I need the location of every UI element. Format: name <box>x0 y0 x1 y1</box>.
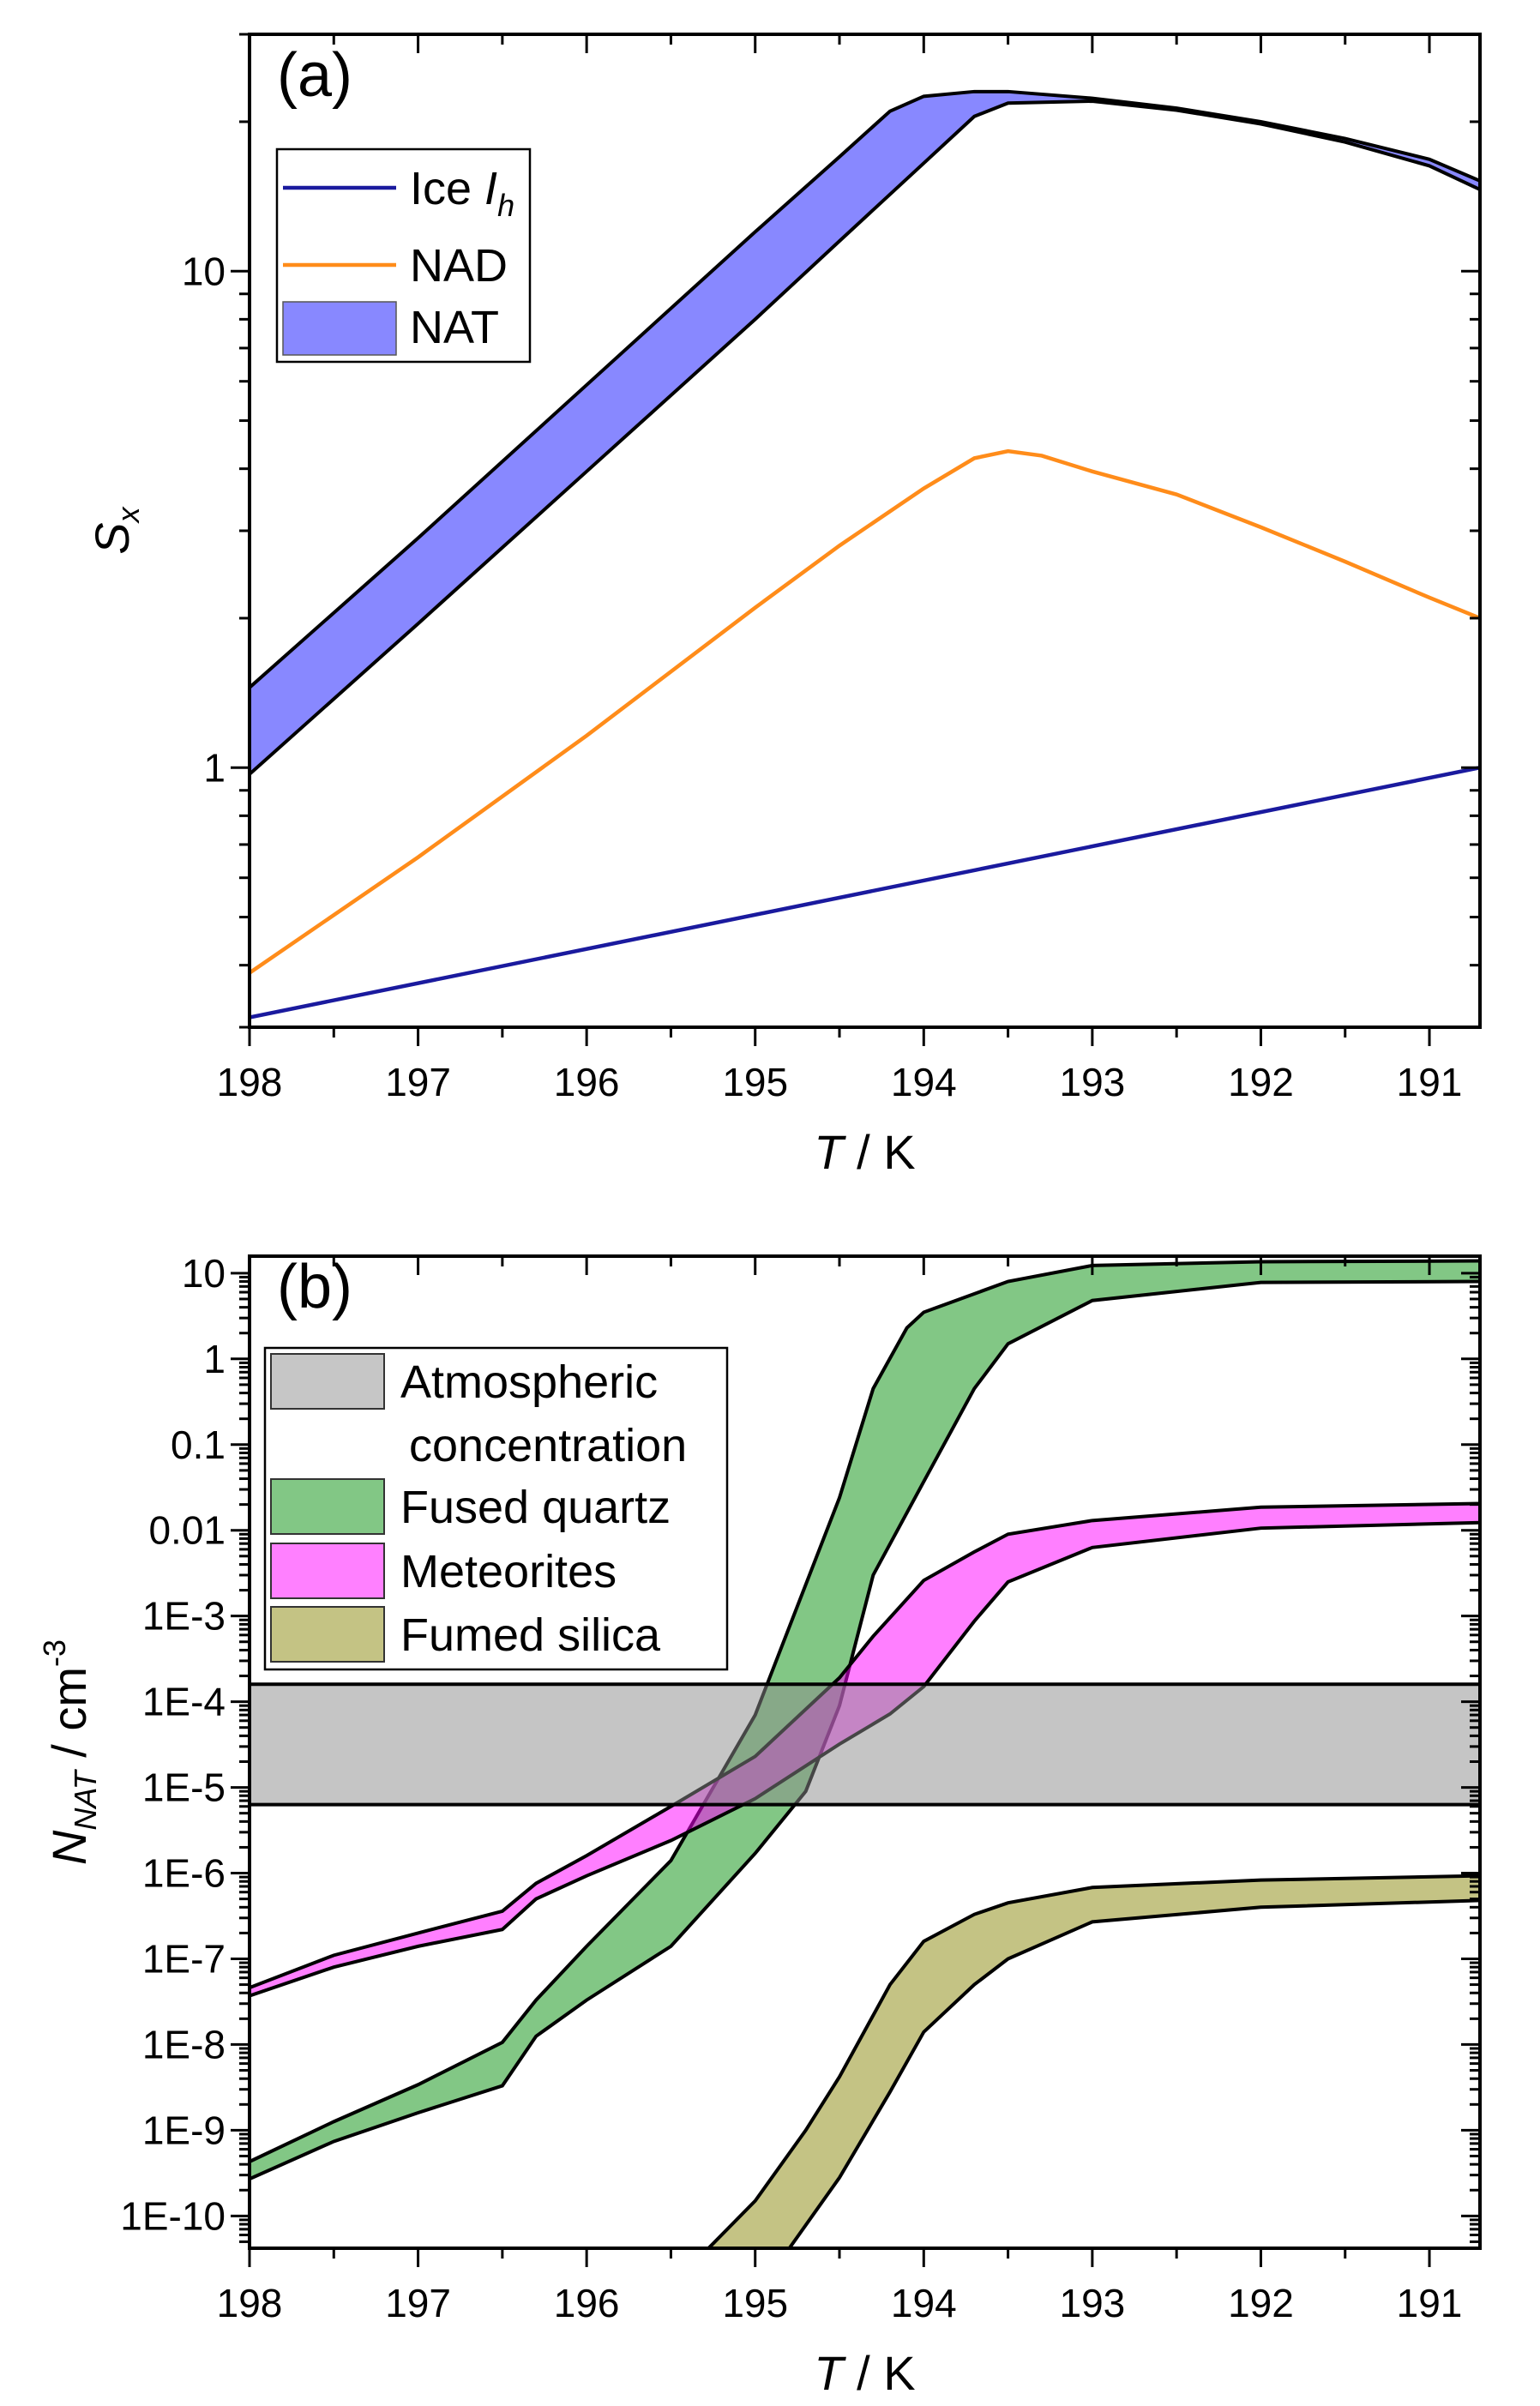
panel-b: 198 197 196 195 194 193 192 191 10 1 0.1 0.01 1E-3 1E… <box>37 1251 1482 2400</box>
y-tick-label: 1E-10 <box>120 2193 226 2238</box>
y-axis-title-subscript: x <box>111 505 146 524</box>
y-axis-title-symbol: N <box>42 1830 96 1865</box>
fumed-silica-band <box>708 1875 1480 2248</box>
x-tick-label: 198 <box>217 2281 283 2325</box>
legend: Ice Ih NAD NAT <box>275 147 532 364</box>
legend-label-atmospheric: Atmospheric <box>400 1356 658 1408</box>
y-tick-label: 10 <box>182 1251 226 1296</box>
y-axis-title: NNAT / cm-3 <box>37 1639 103 1865</box>
x-axis-title: T / K <box>814 1125 915 1179</box>
y-tick-label: 1E-7 <box>142 1936 226 1981</box>
fumed-silica-lower-line <box>787 1898 1480 2248</box>
y-tick-label: 1E-8 <box>142 2022 226 2066</box>
x-axis-title-unit: / K <box>844 2346 916 2400</box>
x-tick-label: 195 <box>722 2281 788 2325</box>
y-axis-title-subscript: NAT <box>68 1768 103 1830</box>
legend-swatch-meteorites <box>270 1543 385 1599</box>
fused-quartz-band <box>250 1260 1480 2180</box>
y-tick-label: 1 <box>203 1337 226 1381</box>
panel-label: (b) <box>277 1253 352 1321</box>
nat-upper-line <box>250 89 1480 689</box>
y-axis-title: Sx <box>85 505 146 554</box>
legend-label-meteorites: Meteorites <box>400 1546 617 1597</box>
nat-lower-line <box>250 99 1480 776</box>
x-axis-title-unit: / K <box>844 1125 916 1179</box>
legend-swatch-nat <box>282 301 397 356</box>
legend: Atmospheric Fused quartz Meteorites Fumed s… <box>263 1346 729 1671</box>
legend-label-fumed-silica: Fumed silica <box>400 1609 661 1661</box>
x-tick-label: 197 <box>385 2281 451 2325</box>
plot-area <box>250 89 1480 1020</box>
y-tick-label: 1E-6 <box>142 1851 226 1896</box>
x-tick-label: 196 <box>554 1060 620 1104</box>
x-tick-label: 197 <box>385 1060 451 1104</box>
x-axis-title-symbol: T <box>814 2346 846 2400</box>
plot-frame <box>248 1254 1482 2250</box>
y-axis-title-unit: / cm <box>42 1667 96 1771</box>
panel-label: (a) <box>277 41 352 110</box>
x-axis-title: T / K <box>814 2346 915 2400</box>
x-tick-label: 193 <box>1060 1060 1126 1104</box>
x-tick-label: 192 <box>1228 2281 1294 2325</box>
x-axis-title-symbol: T <box>814 1125 846 1179</box>
fumed-silica-upper-line <box>706 1874 1480 2248</box>
legend-label-nat: NAT <box>410 302 499 353</box>
atmospheric-band <box>250 1684 1480 1805</box>
nad-line <box>250 448 1480 975</box>
legend-label-atmospheric-line2: concentration <box>409 1420 687 1471</box>
legend-label-ice-text: Ice <box>410 163 484 214</box>
y-tick-label: 0.1 <box>171 1423 226 1467</box>
x-tick-label: 191 <box>1397 2281 1463 2325</box>
legend-swatch-atmospheric <box>270 1353 385 1410</box>
y-tick-label: 1E-9 <box>142 2108 226 2152</box>
legend-swatch-fumed-silica <box>270 1606 385 1663</box>
y-tick-label: 1E-4 <box>142 1680 226 1724</box>
legend-label-fused-quartz: Fused quartz <box>400 1482 671 1533</box>
y-tick-label: 10 <box>182 249 226 293</box>
x-tick-label: 195 <box>722 1060 788 1104</box>
x-tick-label: 194 <box>891 2281 957 2325</box>
y-axis-title-superscript: -3 <box>37 1639 72 1667</box>
x-tick-label: 194 <box>891 1060 957 1104</box>
x-tick-label: 198 <box>217 1060 283 1104</box>
ice-line <box>250 766 1480 1020</box>
panel-a: 198 197 196 195 194 193 192 191 1 10 T / K Sx (a) Ice… <box>85 33 1482 1179</box>
legend-swatch-fused-quartz <box>270 1478 385 1535</box>
legend-label-ice-sub: h <box>497 188 514 223</box>
y-tick-label: 1 <box>203 745 226 790</box>
legend-label-nad: NAD <box>410 240 508 292</box>
y-tick-label: 0.01 <box>148 1508 226 1553</box>
y-tick-label: 1E-5 <box>142 1765 226 1810</box>
plot-area <box>250 1259 1480 2248</box>
y-axis-title-symbol: S <box>85 522 139 554</box>
y-tick-label: 1E-3 <box>142 1594 226 1639</box>
x-tick-label: 196 <box>554 2281 620 2325</box>
x-tick-label: 191 <box>1397 1060 1463 1104</box>
legend-label-ice-italic: I <box>484 163 497 214</box>
fused-quartz-upper-line <box>250 1259 1480 2163</box>
x-tick-label: 193 <box>1060 2281 1126 2325</box>
legend-label-ice: Ice Ih <box>410 163 514 223</box>
x-tick-label: 192 <box>1228 1060 1294 1104</box>
